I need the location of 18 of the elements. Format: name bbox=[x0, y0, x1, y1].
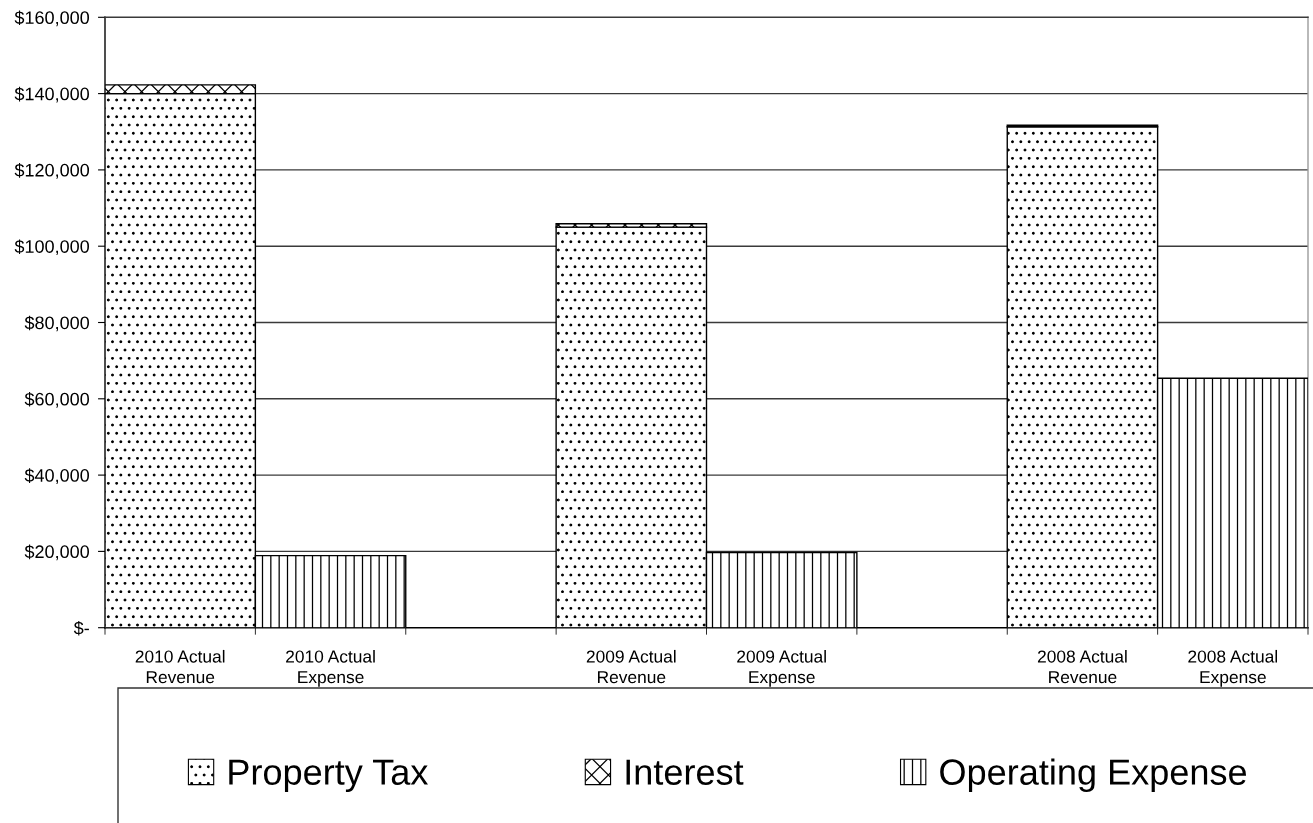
x-tick-label: 2009 Actual Expense bbox=[737, 649, 826, 687]
y-tick-label: $100,000 bbox=[14, 239, 90, 256]
y-tick-label: $40,000 bbox=[24, 468, 90, 484]
legend-label: Interest bbox=[626, 759, 744, 785]
y-tick-label: $120,000 bbox=[14, 163, 90, 179]
legend-label: Property Tax bbox=[229, 759, 428, 793]
y-tick-label: $160,000 bbox=[14, 10, 90, 27]
legend-label: Operating Expense bbox=[940, 758, 1246, 793]
y-tick-label: $80,000 bbox=[24, 315, 90, 332]
y-tick-label: $- bbox=[73, 620, 89, 636]
y-tick-label: $140,000 bbox=[14, 86, 90, 103]
x-tick-label: 2010 Actual Revenue bbox=[135, 649, 225, 684]
x-tick-label: 2009 Actual Revenue bbox=[586, 649, 676, 684]
x-tick-label: 2010 Actual Expense bbox=[286, 649, 375, 687]
x-tick-label: 2008 Actual Expense bbox=[1188, 649, 1278, 687]
y-tick-label: $20,000 bbox=[24, 544, 90, 561]
x-tick-label: 2008 Actual Revenue bbox=[1037, 649, 1127, 684]
y-tick-label: $60,000 bbox=[24, 391, 90, 408]
